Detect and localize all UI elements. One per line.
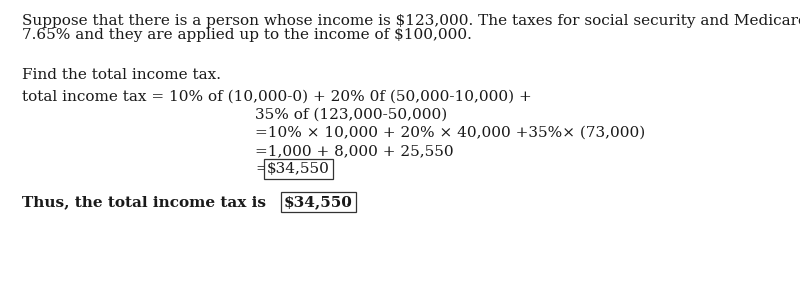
Text: =1,000 + 8,000 + 25,550: =1,000 + 8,000 + 25,550 bbox=[255, 144, 454, 158]
Text: =: = bbox=[255, 162, 268, 176]
Text: $34,550: $34,550 bbox=[267, 162, 330, 176]
Text: Suppose that there is a person whose income is $123,000. The taxes for social se: Suppose that there is a person whose inc… bbox=[22, 14, 800, 28]
Text: =10% × 10,000 + 20% × 40,000 +35%× (73,000): =10% × 10,000 + 20% × 40,000 +35%× (73,0… bbox=[255, 126, 646, 140]
Text: 7.65% and they are applied up to the income of $100,000.: 7.65% and they are applied up to the inc… bbox=[22, 28, 472, 42]
Text: total income tax = 10% of (10,000-0) + 20% 0f (50,000-10,000) +: total income tax = 10% of (10,000-0) + 2… bbox=[22, 90, 532, 104]
Text: 35% of (123,000-50,000): 35% of (123,000-50,000) bbox=[255, 108, 447, 122]
Text: .: . bbox=[346, 195, 351, 209]
Text: $34,550: $34,550 bbox=[284, 195, 353, 209]
Text: Find the total income tax.: Find the total income tax. bbox=[22, 68, 221, 82]
Text: Thus, the total income tax is: Thus, the total income tax is bbox=[22, 195, 271, 209]
